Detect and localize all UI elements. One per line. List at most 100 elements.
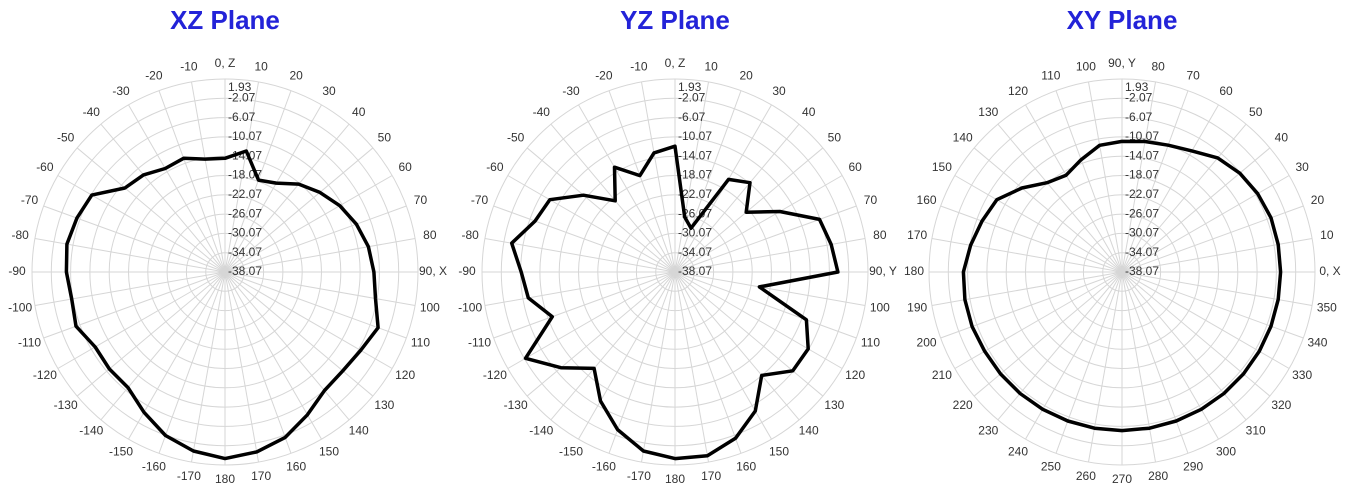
angle-tick-label: -50 xyxy=(57,130,75,144)
angle-tick-label: 250 xyxy=(1041,460,1061,474)
grid-spoke xyxy=(76,147,226,273)
radial-tick-label: -38.07 xyxy=(1125,264,1159,278)
radial-tick-label: -6.07 xyxy=(1125,110,1153,124)
angle-tick-label: -160 xyxy=(592,460,616,474)
grid-spoke xyxy=(1121,81,1157,273)
grid-spoke xyxy=(190,81,226,273)
radial-tick-label: -34.07 xyxy=(678,245,712,259)
grid-spoke xyxy=(43,205,226,273)
radial-tick-label: -2.07 xyxy=(228,90,256,104)
grid-spoke xyxy=(224,271,393,369)
angle-tick-label: -70 xyxy=(21,193,39,207)
angle-tick-label: -130 xyxy=(504,398,528,412)
angle-tick-label: 100 xyxy=(870,300,890,314)
grid-spoke xyxy=(224,147,374,273)
grid-spoke xyxy=(640,81,676,273)
angle-tick-label: -100 xyxy=(458,300,482,314)
angle-tick-label: 110 xyxy=(1041,69,1060,83)
angle-tick-label: 20 xyxy=(1311,193,1325,207)
radial-tick-label: -30.07 xyxy=(678,226,712,240)
angle-tick-label: 190 xyxy=(907,300,927,314)
grid-spoke xyxy=(224,123,350,273)
angle-tick-label: 40 xyxy=(802,105,816,119)
grid-spoke xyxy=(674,271,857,339)
radial-tick-label: -14.07 xyxy=(1125,148,1159,162)
radial-tick-label: -6.07 xyxy=(228,110,256,124)
grid-spoke xyxy=(507,271,676,369)
grid-spoke xyxy=(484,237,676,273)
angle-tick-label: -10 xyxy=(630,59,648,73)
grid-spoke xyxy=(973,147,1123,273)
angle-tick-label: 270 xyxy=(1112,472,1132,486)
angle-tick-label: 210 xyxy=(932,368,952,382)
angle-tick-label: 20 xyxy=(739,69,753,83)
angle-tick-label: 40 xyxy=(352,105,366,119)
angle-tick-label: 60 xyxy=(398,160,412,174)
grid-spoke xyxy=(674,90,742,273)
angle-tick-label: 260 xyxy=(1076,469,1096,483)
angle-tick-label: 150 xyxy=(932,160,952,174)
grid-spoke xyxy=(224,237,416,273)
angle-tick-label: 70 xyxy=(1186,69,1200,83)
grid-spoke xyxy=(224,271,407,339)
grid-spoke xyxy=(1121,237,1313,273)
grid-spoke xyxy=(1025,104,1123,273)
angle-tick-label: -120 xyxy=(483,368,507,382)
angle-tick-label: -150 xyxy=(109,444,133,458)
radial-tick-label: -6.07 xyxy=(678,110,706,124)
angle-tick-label: 90, Y xyxy=(1108,56,1136,70)
grid-spoke xyxy=(1121,147,1271,273)
grid-spoke xyxy=(674,81,710,273)
grid-spoke xyxy=(674,271,742,454)
grid-spoke xyxy=(1121,123,1247,273)
angle-tick-label: 30 xyxy=(322,84,336,98)
grid-spoke xyxy=(57,175,226,273)
radial-tick-label: -22.07 xyxy=(678,187,712,201)
grid-spoke xyxy=(34,271,226,307)
grid-spoke xyxy=(640,271,676,463)
grid-spoke xyxy=(674,271,710,463)
radial-tick-label: -30.07 xyxy=(1125,226,1159,240)
angle-tick-label: 40 xyxy=(1275,130,1289,144)
radial-tick-label: -10.07 xyxy=(1125,129,1159,143)
angle-tick-label: 350 xyxy=(1317,300,1337,314)
angle-tick-label: -30 xyxy=(112,84,130,98)
angle-tick-label: -10 xyxy=(180,59,198,73)
angle-tick-label: 290 xyxy=(1183,460,1203,474)
angle-tick-label: -20 xyxy=(595,69,613,83)
radial-tick-label: 1.93 xyxy=(228,80,252,94)
angle-tick-label: 130 xyxy=(978,105,998,119)
angle-tick-label: 330 xyxy=(1292,368,1312,382)
angle-tick-label: 130 xyxy=(824,398,844,412)
angle-tick-label: 20 xyxy=(289,69,303,83)
grid-spoke xyxy=(224,81,260,273)
radial-tick-label: -18.07 xyxy=(678,168,712,182)
radial-tick-label: -26.07 xyxy=(228,206,262,220)
grid-spoke xyxy=(100,123,226,273)
grid-spoke xyxy=(526,271,676,397)
radial-tick-label: -14.07 xyxy=(228,148,262,162)
angle-tick-label: 340 xyxy=(1307,335,1327,349)
grid-spoke xyxy=(224,271,260,463)
angle-tick-label: -170 xyxy=(177,469,201,483)
angle-tick-label: -140 xyxy=(529,424,553,438)
angle-tick-label: 60 xyxy=(1219,84,1233,98)
radial-tick-label: -2.07 xyxy=(1125,90,1153,104)
angle-tick-label: 140 xyxy=(799,424,819,438)
angle-tick-label: 0, Z xyxy=(665,56,686,70)
grid-spoke xyxy=(493,271,676,339)
angle-tick-label: 70 xyxy=(864,193,878,207)
grid-spoke xyxy=(674,271,824,397)
angle-tick-label: 160 xyxy=(736,460,756,474)
angle-tick-label: 220 xyxy=(953,398,973,412)
radial-tick-label: -10.07 xyxy=(228,129,262,143)
grid-spoke xyxy=(1121,271,1247,421)
angle-tick-label: 160 xyxy=(286,460,306,474)
grid-spoke xyxy=(674,205,857,273)
angle-tick-label: -60 xyxy=(36,160,54,174)
grid-spoke xyxy=(674,147,824,273)
angle-tick-label: -70 xyxy=(471,193,489,207)
angle-tick-label: -40 xyxy=(83,105,101,119)
angle-tick-label: 180 xyxy=(215,472,235,486)
